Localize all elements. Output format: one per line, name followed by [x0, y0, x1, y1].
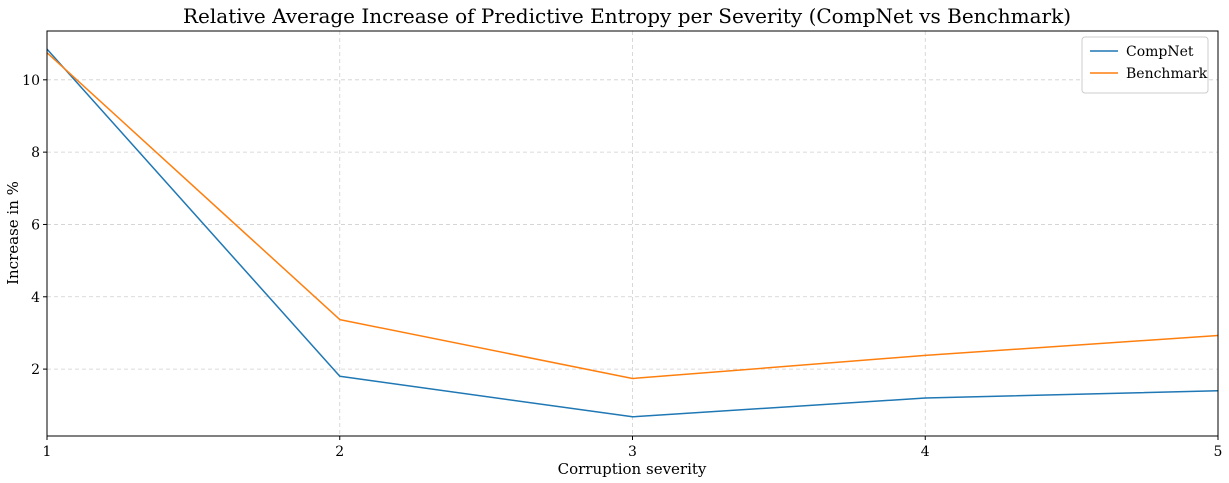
y-ticks: 2 4 6 8 10: [22, 73, 47, 378]
x-tick-label: 1: [43, 444, 52, 460]
series-line-benchmark: [46, 52, 1219, 380]
legend: CompNet Benchmark: [1081, 36, 1209, 94]
x-ticks: 1 2 3 4 5: [43, 436, 1223, 460]
x-tick-label: 2: [335, 444, 344, 460]
grid: [46, 31, 1219, 436]
x-tick-label: 4: [921, 444, 930, 460]
y-tick-label: 6: [31, 217, 40, 233]
legend-label-compnet: CompNet: [1126, 44, 1194, 60]
series-line-compnet: [46, 48, 1219, 418]
legend-label-benchmark: Benchmark: [1126, 66, 1208, 82]
y-tick-label: 8: [31, 145, 40, 161]
chart-title: Relative Average Increase of Predictive …: [183, 4, 1071, 28]
y-tick-label: 2: [31, 362, 40, 378]
y-axis-label: Increase in %: [4, 181, 22, 285]
y-tick-label: 10: [22, 73, 40, 89]
x-tick-label: 3: [628, 444, 637, 460]
series-lines: [46, 48, 1219, 418]
y-tick-label: 4: [31, 290, 40, 306]
x-tick-label: 5: [1214, 444, 1223, 460]
x-axis-label: Corruption severity: [558, 460, 707, 478]
